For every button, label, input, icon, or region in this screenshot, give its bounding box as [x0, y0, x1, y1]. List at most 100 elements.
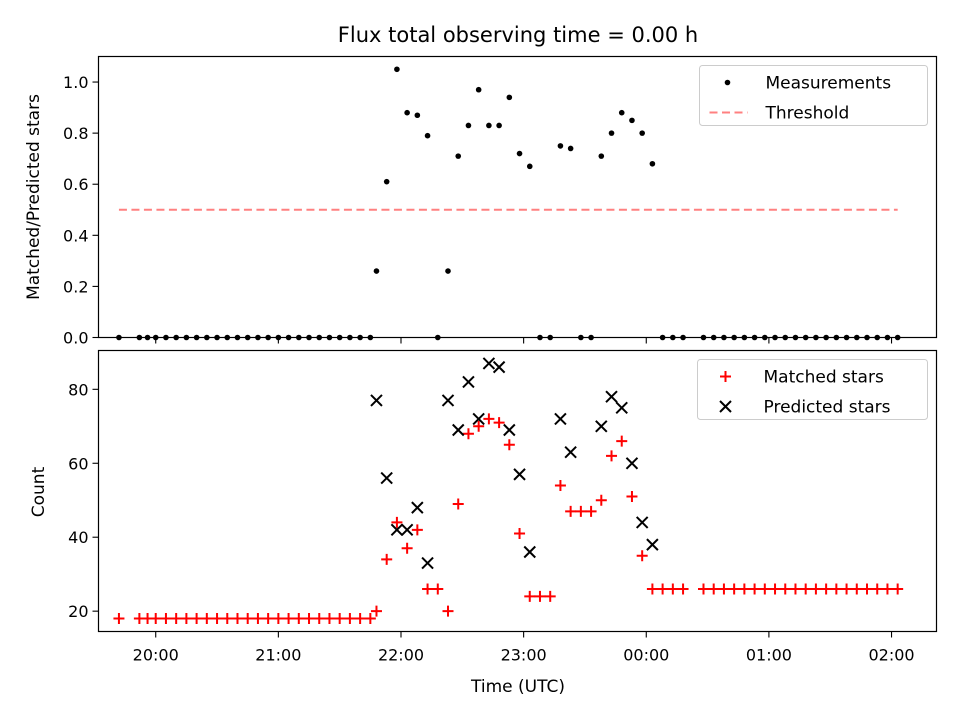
data-point	[113, 613, 125, 625]
data-point	[252, 613, 264, 625]
data-point	[759, 583, 771, 595]
data-point	[618, 109, 625, 116]
y-tick-label: 20	[68, 602, 88, 621]
data-point	[728, 583, 740, 595]
x-tick-label: 01:00	[746, 646, 792, 665]
data-point	[544, 590, 556, 602]
data-point	[191, 613, 203, 625]
data-point	[334, 613, 346, 625]
data-point	[462, 375, 475, 389]
top-y-axis-label: Matched/Predicted stars	[24, 94, 44, 300]
top-y-ticks: 0.0 0.2 0.4 0.6 0.8 1.0	[63, 73, 99, 348]
data-point	[810, 583, 822, 595]
data-point	[472, 412, 485, 426]
data-point	[708, 583, 720, 595]
data-point	[455, 153, 462, 159]
data-point	[283, 613, 295, 625]
data-point	[465, 122, 472, 129]
data-point	[557, 143, 564, 149]
data-point	[625, 457, 639, 470]
data-point	[800, 583, 812, 595]
data-point	[564, 445, 577, 459]
data-point	[381, 553, 393, 565]
bottom-plot-area	[113, 357, 904, 625]
data-point	[606, 450, 618, 462]
data-point	[718, 583, 730, 595]
y-tick-label: 0.8	[63, 124, 88, 143]
data-point	[303, 613, 315, 625]
data-point	[313, 613, 325, 625]
data-point	[861, 583, 873, 595]
bottom-x-axis-label: Time (UTC)	[470, 677, 565, 697]
data-point	[383, 178, 390, 185]
data-point	[323, 613, 335, 625]
data-point	[697, 583, 709, 595]
data-point	[503, 423, 516, 437]
data-point	[635, 516, 649, 529]
data-point	[626, 491, 638, 503]
data-point	[482, 357, 496, 370]
data-point	[462, 428, 474, 440]
legend-swatch	[719, 400, 732, 413]
data-point	[150, 613, 162, 625]
data-point	[639, 130, 645, 136]
bottom-axes-frame	[97, 349, 938, 633]
data-point	[523, 545, 536, 559]
data-point	[595, 420, 608, 433]
data-point	[769, 583, 781, 595]
data-point	[820, 583, 832, 595]
data-point	[851, 583, 863, 595]
data-point	[404, 109, 410, 116]
data-point	[514, 528, 526, 540]
legend-box	[697, 359, 928, 420]
data-point	[432, 583, 444, 595]
x-tick-label: 21:00	[255, 646, 301, 665]
x-tick-label: 22:00	[378, 646, 424, 665]
x-tick-label: 02:00	[868, 646, 914, 665]
data-point	[370, 394, 383, 407]
y-tick-label: 1.0	[63, 73, 88, 92]
data-point	[441, 394, 455, 407]
data-point	[452, 423, 465, 437]
data-point	[779, 583, 791, 595]
data-point	[180, 613, 192, 625]
data-point	[414, 112, 421, 119]
data-point	[411, 501, 424, 514]
data-point	[595, 494, 607, 506]
data-point	[354, 613, 366, 625]
data-point	[442, 605, 454, 617]
data-point	[201, 613, 213, 625]
data-point	[160, 613, 172, 625]
data-point	[483, 413, 495, 425]
data-point	[486, 122, 492, 129]
bottom-y-ticks: 20 40 60 80	[68, 380, 99, 621]
x-tick-label: 23:00	[501, 646, 547, 665]
data-point	[871, 583, 883, 595]
data-point	[526, 163, 533, 170]
series-predicted-stars	[370, 357, 659, 570]
data-point	[667, 583, 679, 595]
data-point	[524, 590, 536, 602]
data-point	[554, 479, 566, 491]
data-point	[170, 613, 182, 625]
legend-label: Threshold	[765, 104, 850, 124]
data-point	[493, 417, 505, 429]
data-point	[421, 556, 434, 570]
legend-swatch	[724, 79, 731, 86]
data-point	[892, 583, 904, 595]
data-point	[789, 583, 801, 595]
data-point	[400, 523, 414, 537]
y-tick-label: 80	[68, 380, 88, 399]
data-point	[534, 590, 546, 602]
data-point	[677, 583, 689, 595]
data-point	[646, 538, 659, 551]
data-point	[506, 94, 513, 101]
y-tick-label: 60	[68, 454, 88, 473]
data-point	[738, 583, 750, 595]
data-point	[211, 613, 223, 625]
data-point	[221, 613, 233, 625]
data-point	[422, 583, 434, 595]
data-point	[598, 153, 605, 159]
y-tick-label: 40	[68, 528, 88, 547]
